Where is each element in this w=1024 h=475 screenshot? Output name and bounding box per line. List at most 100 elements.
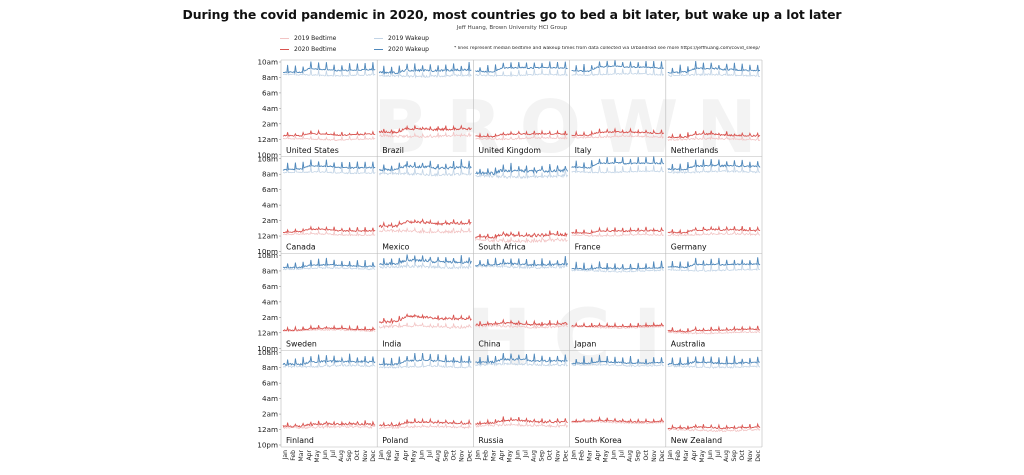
series-wake2019-15 [282, 358, 376, 369]
series-bed2019-16 [379, 422, 472, 430]
chart-title: During the covid pandemic in 2020, most … [182, 7, 842, 22]
legend-label-wake2020: 2020 Wakeup [388, 46, 429, 53]
series-bed2020-8 [571, 226, 664, 235]
country-label-7: South Africa [478, 243, 526, 252]
country-label-18: South Korea [575, 436, 622, 445]
country-label-6: Mexico [382, 243, 409, 252]
legend-item-bed2019: 2019 Bedtime [280, 34, 336, 44]
series-wake2019-6 [378, 165, 472, 178]
xtick-label-c2-3: Apr [498, 450, 505, 461]
series-bed2020-2 [475, 129, 568, 138]
series-wake2020-7 [475, 162, 568, 176]
series-bed2020-11 [378, 313, 472, 325]
watermark-text-1: BROWN [373, 85, 774, 169]
ytick-label-r1-6: 10pm [257, 247, 278, 256]
xtick-label-c1-1: Feb [386, 450, 393, 461]
ytick-label-r1-1: 8am [262, 170, 278, 179]
ytick-label-r1-2: 6am [262, 185, 278, 194]
series-wake2020-16 [378, 353, 472, 367]
xtick-label-c1-7: Aug [434, 450, 441, 462]
xtick-label-c4-8: Sep [731, 450, 738, 462]
data-source-note: * lines represent median bedtime and wak… [454, 46, 760, 51]
series-bed2019-15 [282, 422, 376, 430]
series-wake2020-2 [475, 61, 568, 73]
series-wake2019-0 [282, 67, 376, 78]
ytick-label-r1-0: 10am [257, 154, 278, 163]
series-bed2020-4 [667, 129, 761, 139]
series-bed2020-5 [282, 225, 376, 234]
series-bed2019-19 [667, 425, 761, 433]
xtick-label-c3-6: Jul [619, 450, 626, 459]
legend-item-bed2020: 2020 Bedtime [280, 45, 336, 55]
series-bed2020-13 [571, 321, 664, 328]
series-bed2020-0 [282, 129, 376, 137]
xtick-label-c2-2: Mar [490, 450, 497, 462]
legend-item-wake2019: 2019 Wakeup [374, 34, 429, 44]
ytick-label-r0-4: 2am [262, 119, 278, 128]
xtick-label-c2-6: Jul [523, 450, 530, 459]
xtick-label-c4-6: Jul [715, 450, 722, 459]
xtick-label-c3-7: Aug [627, 450, 634, 462]
legend-label-bed2020: 2020 Bedtime [294, 46, 337, 53]
legend-swatch-bed2019 [280, 38, 289, 39]
xtick-label-c4-2: Mar [683, 450, 690, 462]
ytick-label-r2-1: 8am [262, 266, 278, 275]
ytick-label-r1-3: 4am [262, 201, 278, 210]
country-label-13: Japan [574, 339, 597, 348]
xtick-label-c2-11: Dec [563, 450, 570, 462]
ytick-label-r2-6: 10pm [257, 344, 278, 353]
xtick-label-c0-6: Jul [330, 450, 337, 459]
series-wake2019-5 [282, 165, 376, 175]
xtick-label-c4-1: Feb [675, 450, 682, 461]
xtick-label-c3-8: Sep [635, 450, 642, 462]
xtick-label-c0-8: Sep [346, 450, 353, 462]
country-label-10: Sweden [286, 339, 317, 348]
xtick-label-c1-3: Apr [402, 450, 409, 461]
ytick-label-r3-4: 2am [262, 410, 278, 419]
watermark-text-2: HCI [466, 294, 684, 384]
ytick-label-r0-6: 10pm [257, 150, 278, 159]
series-wake2020-1 [378, 62, 472, 75]
xtick-label-c3-0: Jan [571, 450, 578, 461]
series-bed2020-9 [667, 225, 761, 235]
xtick-label-c2-4: May [506, 450, 513, 463]
series-wake2020-12 [475, 255, 569, 267]
series-wake2019-3 [571, 66, 665, 77]
ytick-label-r2-3: 4am [262, 297, 278, 306]
country-label-14: Australia [671, 339, 706, 348]
xtick-label-c0-4: May [314, 450, 321, 463]
xtick-label-c2-7: Aug [531, 450, 538, 462]
xtick-label-c1-5: Jun [418, 450, 425, 461]
series-bed2019-4 [667, 134, 761, 142]
series-wake2020-11 [379, 254, 472, 266]
country-label-0: United States [286, 146, 339, 155]
series-wake2020-15 [282, 353, 376, 367]
series-wake2019-1 [379, 67, 472, 79]
xtick-label-c3-10: Nov [651, 450, 658, 462]
xtick-label-c1-2: Mar [394, 450, 401, 462]
xtick-label-c0-9: Oct [354, 449, 361, 460]
xtick-label-c0-7: Aug [338, 450, 345, 462]
series-wake2020-10 [282, 257, 376, 270]
country-label-5: Canada [286, 243, 316, 252]
series-bed2020-17 [475, 416, 568, 426]
country-label-3: Italy [575, 146, 592, 155]
ytick-label-r1-4: 2am [262, 216, 278, 225]
series-bed2020-7 [475, 230, 568, 240]
ytick-label-r0-3: 4am [262, 104, 278, 113]
xtick-label-c0-0: Jan [282, 450, 289, 461]
series-bed2019-12 [475, 321, 568, 330]
ytick-label-r2-2: 6am [262, 282, 278, 291]
ytick-label-r3-0: 10am [257, 348, 278, 357]
xtick-label-c2-5: Jun [514, 450, 521, 461]
series-bed2019-6 [379, 226, 472, 235]
chart-subtitle: Jeff Huang, Brown University HCI Group [456, 25, 568, 31]
series-bed2020-15 [282, 420, 376, 428]
country-label-1: Brazil [382, 146, 404, 155]
series-bed2019-11 [378, 321, 472, 330]
series-bed2020-10 [282, 324, 376, 332]
series-bed2019-18 [571, 418, 665, 425]
series-wake2019-17 [475, 356, 568, 368]
xtick-label-c4-5: Jun [707, 450, 714, 461]
series-bed2019-2 [475, 134, 568, 141]
